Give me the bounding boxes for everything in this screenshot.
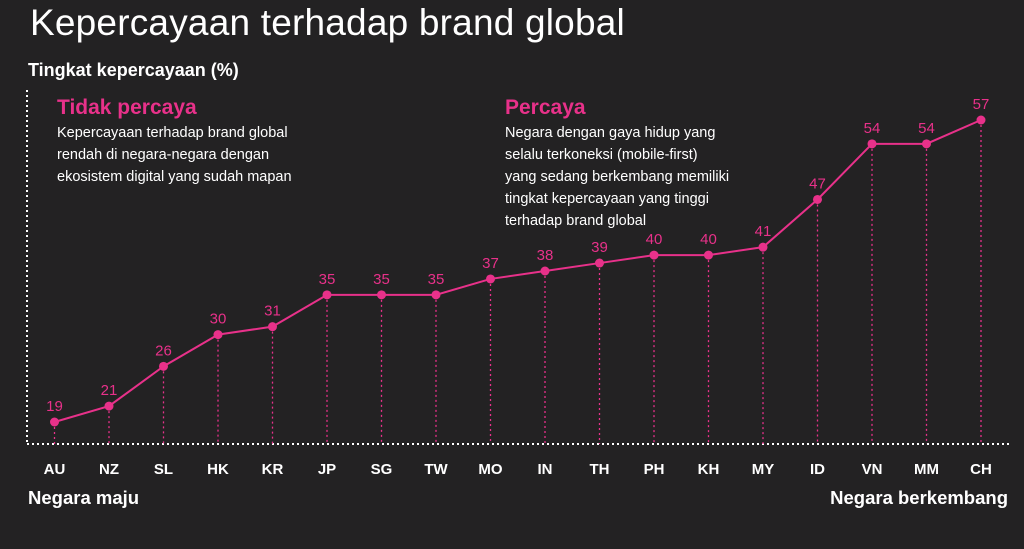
- x-tick-label: CH: [970, 461, 992, 478]
- data-point: [322, 290, 332, 300]
- chart-title: Kepercayaan terhadap brand global: [30, 2, 625, 43]
- data-label: 26: [155, 342, 172, 359]
- data-label: 47: [809, 175, 826, 192]
- x-tick-label: SL: [154, 461, 173, 478]
- x-tick-label: TW: [424, 461, 448, 478]
- data-point: [540, 266, 550, 276]
- data-point: [431, 290, 441, 300]
- x-tick-label: VN: [862, 461, 883, 478]
- data-label: 57: [973, 96, 990, 113]
- data-point: [377, 290, 386, 300]
- data-point: [486, 274, 495, 284]
- x-tick-label: IN: [538, 461, 553, 478]
- data-label: 37: [482, 255, 499, 272]
- data-point: [758, 242, 768, 252]
- annotation-trust-text: Negara dengan gaya hidup yang selalu ter…: [505, 122, 729, 232]
- annotation-distrust-line: ekosistem digital yang sudah mapan: [57, 169, 292, 185]
- x-tick-label: KH: [698, 461, 720, 478]
- data-label: 35: [373, 271, 390, 288]
- annotation-trust-line: Negara dengan gaya hidup yang: [505, 125, 716, 141]
- data-label: 38: [537, 247, 554, 264]
- x-tick-label: TH: [590, 461, 610, 478]
- y-axis-label: Tingkat kepercayaan (%): [28, 60, 239, 80]
- data-point: [159, 361, 168, 371]
- data-point: [649, 250, 659, 260]
- x-tick-label: MY: [752, 461, 775, 478]
- annotation-trust-title: Percaya: [505, 96, 586, 119]
- x-tick-label: AU: [44, 461, 66, 478]
- annotation-trust-line: selalu terkoneksi (mobile-first): [505, 147, 698, 163]
- data-point: [595, 258, 604, 268]
- data-label: 31: [264, 303, 281, 320]
- data-label: 41: [755, 223, 772, 240]
- x-tick-label: SG: [371, 461, 393, 478]
- data-label: 40: [700, 231, 717, 248]
- data-label: 35: [319, 271, 336, 288]
- x-tick-label: HK: [207, 461, 229, 478]
- x-tick-label: PH: [644, 461, 665, 478]
- series-line: [54, 119, 982, 423]
- data-label: 35: [428, 271, 445, 288]
- data-point: [922, 139, 931, 149]
- data-label: 54: [918, 120, 935, 137]
- x-tick-label: JP: [318, 461, 336, 478]
- annotation-distrust-text: Kepercayaan terhadap brand global rendah…: [57, 122, 292, 188]
- annotation-distrust-line: rendah di negara-negara dengan: [57, 147, 270, 163]
- x-left-label: Negara maju: [28, 487, 140, 508]
- data-point: [50, 417, 59, 427]
- x-right-label: Negara berkembang: [830, 487, 1008, 508]
- annotation-trust-line: yang sedang berkembang memiliki: [505, 169, 730, 185]
- data-point: [704, 250, 713, 260]
- data-label: 30: [210, 311, 227, 328]
- annotation-trust-line: tingkat kepercayaan yang tinggi: [505, 191, 709, 207]
- data-label: 21: [101, 382, 118, 399]
- data-point: [213, 330, 223, 340]
- data-label: 54: [864, 120, 881, 137]
- x-tick-label: KR: [262, 461, 284, 478]
- x-tick-label: NZ: [99, 461, 119, 478]
- data-point: [976, 115, 986, 125]
- x-tick-label: MM: [914, 461, 939, 478]
- data-point: [268, 322, 277, 332]
- data-point: [867, 139, 877, 149]
- x-tick-label: MO: [478, 461, 502, 478]
- x-tick-label: ID: [810, 461, 825, 478]
- data-label: 39: [591, 239, 608, 256]
- annotation-trust-line: terhadap brand global: [505, 213, 647, 229]
- data-label: 19: [46, 398, 63, 415]
- annotation-distrust-title: Tidak percaya: [57, 96, 197, 119]
- data-point: [104, 401, 114, 411]
- data-label: 40: [646, 231, 663, 248]
- data-point: [813, 194, 822, 204]
- annotation-distrust-line: Kepercayaan terhadap brand global: [57, 125, 288, 141]
